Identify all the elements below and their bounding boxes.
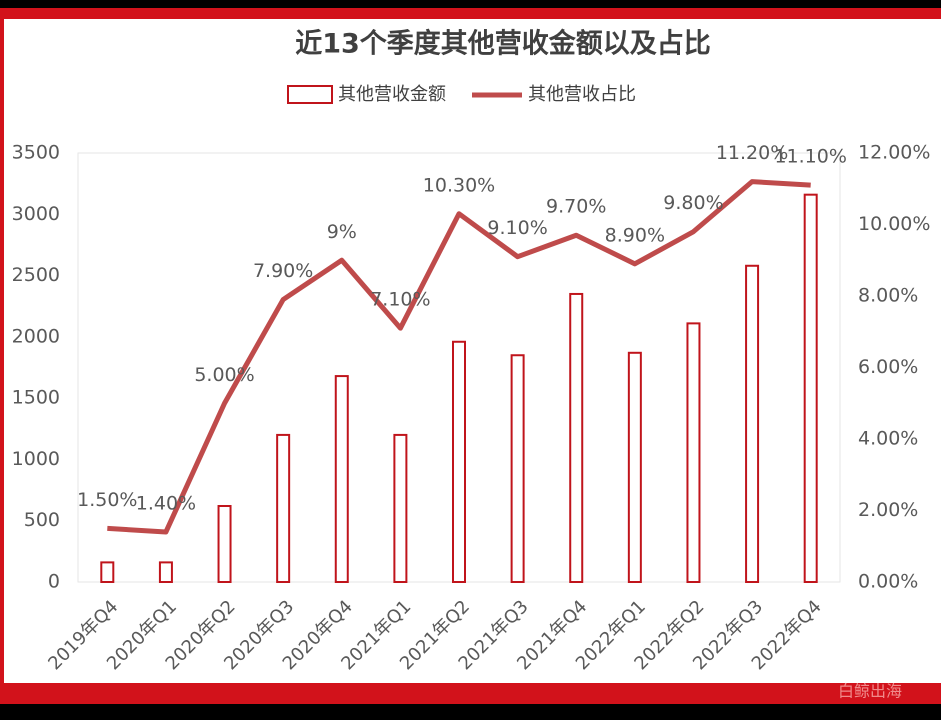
bar xyxy=(510,354,525,583)
y-tick-label: 1500 xyxy=(12,387,60,409)
data-label: 9% xyxy=(327,221,357,243)
data-label: 11.10% xyxy=(774,146,846,168)
bar xyxy=(393,433,408,583)
data-label: 9.70% xyxy=(546,196,606,218)
bar xyxy=(686,322,701,583)
y-tick-label: 0 xyxy=(48,571,60,593)
data-label: 5.00% xyxy=(194,364,254,386)
y-tick-label: 3500 xyxy=(12,142,60,164)
bottom-band xyxy=(0,683,941,704)
line xyxy=(107,179,811,535)
bar xyxy=(217,505,232,583)
bar xyxy=(745,264,760,583)
data-label: 11.20% xyxy=(716,142,788,164)
y2-tick-label: 6.00% xyxy=(858,356,918,378)
background xyxy=(0,0,941,704)
left-band xyxy=(0,8,4,698)
y-tick-label: 1000 xyxy=(12,448,60,470)
data-label: 9.80% xyxy=(663,192,723,214)
chart-title: 近13个季度其他营收金额以及占比 xyxy=(295,28,711,60)
data-label: 9.10% xyxy=(487,217,547,239)
data-label: 7.10% xyxy=(370,289,430,311)
legend-label: 其他营收金额 xyxy=(338,84,446,105)
data-label: 10.30% xyxy=(423,174,495,196)
bar xyxy=(100,561,115,583)
bar xyxy=(276,433,291,583)
bar xyxy=(803,193,818,583)
data-label: 1.40% xyxy=(136,492,196,514)
bar xyxy=(627,351,642,584)
y2-tick-label: 12.00% xyxy=(858,142,930,164)
y-tick-label: 3000 xyxy=(12,203,60,225)
bar xyxy=(569,292,584,583)
top-edge xyxy=(0,0,941,8)
bar xyxy=(452,340,466,584)
y-tick-label: 500 xyxy=(24,509,60,531)
top-band xyxy=(0,8,941,19)
bar xyxy=(334,375,349,583)
data-label: 7.90% xyxy=(253,260,313,282)
legend-swatch-bar xyxy=(287,85,333,104)
data-label: 1.50% xyxy=(77,489,137,511)
y2-tick-label: 4.00% xyxy=(858,428,918,450)
y2-tick-label: 8.00% xyxy=(858,285,918,307)
watermark: 白鲸出海 xyxy=(838,682,902,701)
bar xyxy=(158,561,173,583)
y2-tick-label: 10.00% xyxy=(858,213,930,235)
y2-tick-label: 0.00% xyxy=(858,571,918,593)
y-tick-label: 2500 xyxy=(12,264,60,286)
y2-tick-label: 2.00% xyxy=(858,499,918,521)
y-tick-label: 2000 xyxy=(12,325,60,347)
data-label: 8.90% xyxy=(605,224,665,246)
legend-label: 其他营收占比 xyxy=(528,84,636,105)
